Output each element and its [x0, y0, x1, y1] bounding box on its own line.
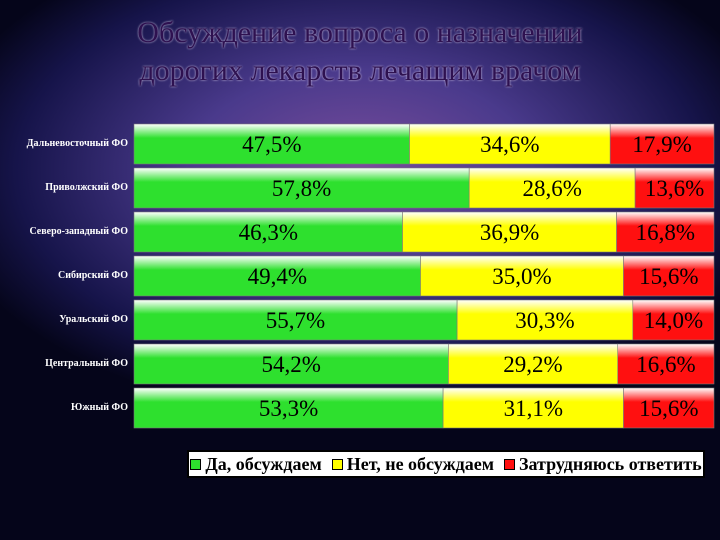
legend: Да, обсуждаем Нет, не обсуждаем Затрудня…: [187, 450, 705, 478]
data-label-yes: 49,4%: [248, 264, 307, 289]
data-label-no: 30,3%: [515, 308, 574, 333]
data-label-hard: 15,6%: [639, 264, 698, 289]
data-label-no: 29,2%: [503, 352, 562, 377]
category-label: Северо-западный ФО: [29, 226, 128, 237]
category-label: Южный ФО: [71, 402, 128, 413]
category-label: Сибирский ФО: [57, 270, 128, 281]
legend-swatch-hard: [503, 458, 515, 470]
data-label-no: 28,6%: [522, 176, 581, 201]
data-label-no: 31,1%: [504, 396, 563, 421]
bar-hard: [632, 299, 715, 341]
legend-label-no: Нет, не обсуждаем: [346, 453, 494, 474]
bar-yes: [133, 123, 410, 165]
data-label-yes: 46,3%: [239, 220, 298, 245]
chart-title: Обсуждение вопроса о назначении дорогих …: [0, 14, 720, 90]
bar-no: [442, 387, 624, 429]
category-label: Центральный ФО: [45, 358, 128, 369]
legend-item-hard: Затрудняюсь ответить: [503, 453, 702, 475]
bar-yes: [133, 255, 421, 297]
data-label-hard: 16,8%: [636, 220, 695, 245]
legend-swatch-yes: [190, 458, 202, 470]
data-label-yes: 57,8%: [272, 176, 331, 201]
bar-yes: [133, 299, 458, 341]
bar-no: [468, 167, 636, 209]
bar-hard: [634, 167, 715, 209]
data-label-no: 34,6%: [480, 132, 539, 157]
bar-no: [420, 255, 624, 297]
bar-yes: [133, 387, 444, 429]
category-label: Приволжский ФО: [45, 182, 128, 193]
bar-no: [409, 123, 611, 165]
chart-title-line-2: дорогих лекарств лечащим врачом: [139, 54, 581, 87]
data-label-hard: 17,9%: [632, 132, 691, 157]
data-label-hard: 16,6%: [636, 352, 695, 377]
category-label: Уральский ФО: [59, 314, 128, 325]
data-label-yes: 55,7%: [266, 308, 325, 333]
legend-label-yes: Да, обсуждаем: [205, 453, 322, 474]
bar-hard: [616, 211, 715, 253]
legend-item-yes: Да, обсуждаем: [190, 453, 322, 475]
category-label: Дальневосточный ФО: [26, 138, 128, 149]
data-label-no: 36,9%: [480, 220, 539, 245]
bar-hard: [617, 343, 715, 385]
data-label-hard: 14,0%: [644, 308, 703, 333]
bar-hard: [609, 123, 715, 165]
data-label-hard: 15,6%: [639, 396, 698, 421]
data-label-no: 35,0%: [492, 264, 551, 289]
data-label-yes: 54,2%: [261, 352, 320, 377]
bar-hard: [623, 387, 715, 429]
legend-item-no: Нет, не обсуждаем: [331, 453, 494, 475]
bar-no: [402, 211, 617, 253]
data-label-yes: 47,5%: [242, 132, 301, 157]
stacked-bar-chart: 47,5% 34,6% 17,9% 57,8% 28,6% 13,6% 46,3% 36,9%…: [133, 123, 715, 429]
chart-title-line-1: Обсуждение вопроса о назначении: [137, 16, 583, 49]
bar-yes: [133, 167, 470, 209]
data-label-yes: 53,3%: [259, 396, 318, 421]
legend-label-hard: Затрудняюсь ответить: [518, 453, 702, 474]
bar-no: [448, 343, 619, 385]
legend-swatch-no: [331, 458, 343, 470]
data-label-hard: 13,6%: [645, 176, 704, 201]
bar-hard: [623, 255, 715, 297]
